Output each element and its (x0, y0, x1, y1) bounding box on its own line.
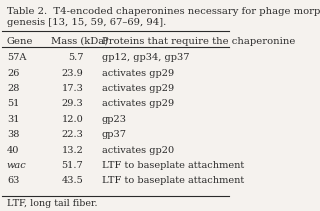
Text: LTF, long tail fiber.: LTF, long tail fiber. (7, 199, 97, 208)
Text: 17.3: 17.3 (61, 84, 83, 93)
Text: 22.3: 22.3 (61, 130, 83, 139)
Text: 40: 40 (7, 146, 19, 154)
Text: 57A: 57A (7, 53, 26, 62)
Text: activates gp29: activates gp29 (102, 84, 174, 93)
Text: 5.7: 5.7 (68, 53, 83, 62)
Text: gp12, gp34, gp37: gp12, gp34, gp37 (102, 53, 189, 62)
Text: 43.5: 43.5 (61, 176, 83, 185)
Text: 51: 51 (7, 99, 19, 108)
Text: Mass (kDa): Mass (kDa) (51, 37, 108, 46)
Text: 31: 31 (7, 115, 20, 124)
Text: 28: 28 (7, 84, 19, 93)
Text: Gene: Gene (7, 37, 33, 46)
Text: 38: 38 (7, 130, 19, 139)
Text: gp23: gp23 (102, 115, 127, 124)
Text: activates gp20: activates gp20 (102, 146, 174, 154)
Text: 29.3: 29.3 (61, 99, 83, 108)
Text: Proteins that require the chaperonine: Proteins that require the chaperonine (102, 37, 295, 46)
Text: 51.7: 51.7 (61, 161, 83, 170)
Text: activates gp29: activates gp29 (102, 99, 174, 108)
Text: LTF to baseplate attachment: LTF to baseplate attachment (102, 176, 244, 185)
Text: Table 2.  T4-encoded chaperonines necessary for phage morpho-: Table 2. T4-encoded chaperonines necessa… (7, 7, 320, 16)
Text: 63: 63 (7, 176, 19, 185)
Text: LTF to baseplate attachment: LTF to baseplate attachment (102, 161, 244, 170)
Text: gp37: gp37 (102, 130, 127, 139)
Text: wac: wac (7, 161, 27, 170)
Text: activates gp29: activates gp29 (102, 69, 174, 78)
Text: 13.2: 13.2 (61, 146, 83, 154)
Text: 12.0: 12.0 (61, 115, 83, 124)
Text: 23.9: 23.9 (61, 69, 83, 78)
Text: genesis [13, 15, 59, 67–69, 94].: genesis [13, 15, 59, 67–69, 94]. (7, 18, 166, 27)
Text: 26: 26 (7, 69, 19, 78)
